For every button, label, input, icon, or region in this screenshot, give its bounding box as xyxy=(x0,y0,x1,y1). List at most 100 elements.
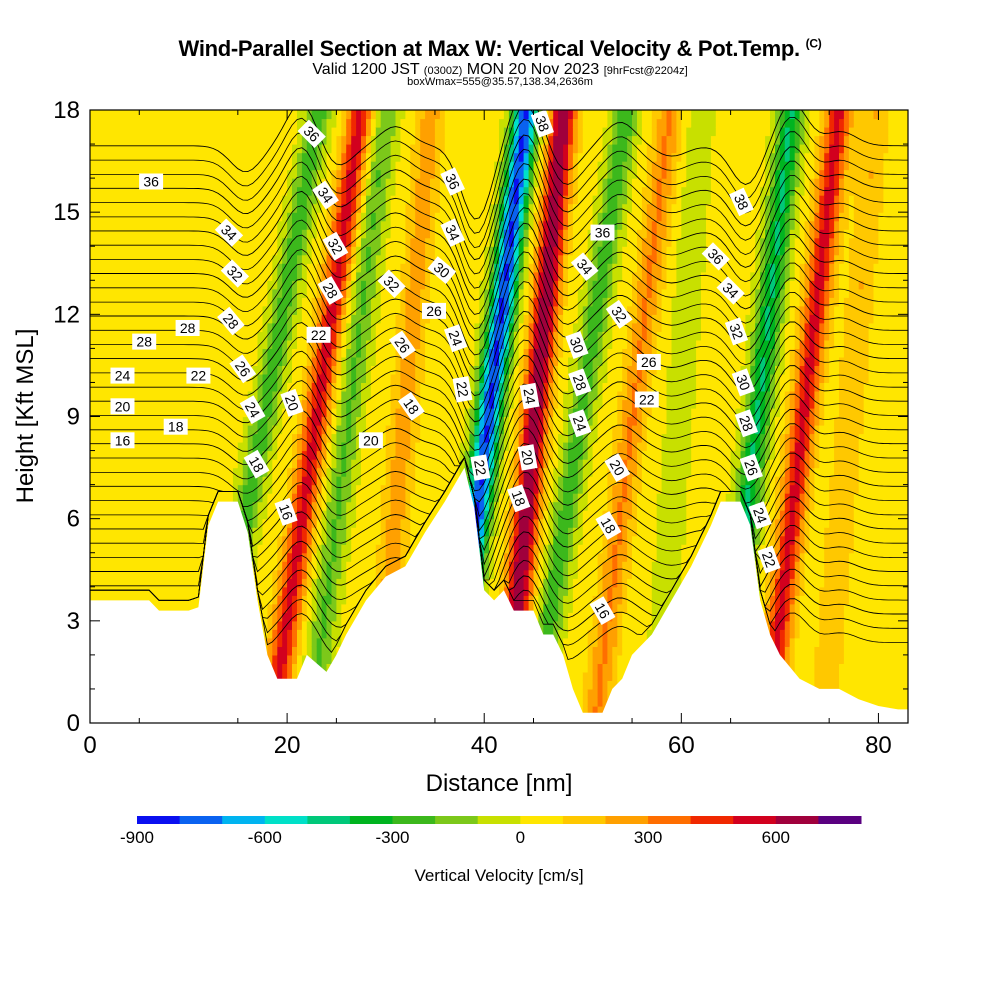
w-cell xyxy=(104,144,111,154)
w-cell xyxy=(173,586,180,596)
w-cell xyxy=(380,476,387,486)
w-cell xyxy=(159,161,165,171)
w-cell xyxy=(306,399,313,409)
w-cell xyxy=(178,518,185,528)
w-cell xyxy=(361,561,367,571)
w-cell xyxy=(168,450,175,460)
w-cell xyxy=(154,280,160,290)
w-cell xyxy=(90,416,96,426)
w-cell xyxy=(287,450,293,460)
w-cell xyxy=(247,493,254,503)
w-cell xyxy=(237,127,244,137)
w-cell xyxy=(326,399,332,409)
w-cell xyxy=(144,595,150,605)
w-cell xyxy=(134,203,140,213)
w-cell xyxy=(316,220,323,230)
w-cell xyxy=(301,229,308,239)
w-cell xyxy=(242,331,249,341)
w-cell xyxy=(420,169,426,179)
w-cell xyxy=(361,246,367,256)
w-cell xyxy=(341,459,347,469)
w-cell xyxy=(124,195,130,205)
w-cell xyxy=(198,425,204,435)
w-cell xyxy=(311,459,318,469)
w-cell xyxy=(301,476,308,486)
w-cell xyxy=(420,178,426,188)
w-cell xyxy=(188,186,195,196)
w-cell xyxy=(173,356,180,366)
w-cell xyxy=(119,280,126,290)
w-cell xyxy=(208,425,214,435)
w-cell xyxy=(119,263,126,273)
w-cell xyxy=(336,186,342,196)
w-cell xyxy=(168,544,175,554)
w-cell xyxy=(341,493,347,503)
w-cell xyxy=(375,314,382,324)
w-cell xyxy=(272,620,278,630)
w-cell xyxy=(341,178,347,188)
w-cell xyxy=(356,561,362,571)
w-cell xyxy=(400,271,406,281)
w-cell xyxy=(425,459,431,469)
w-cell xyxy=(114,195,121,205)
w-cell xyxy=(163,527,170,537)
w-cell xyxy=(208,118,214,128)
w-cell xyxy=(297,186,303,196)
w-cell xyxy=(297,501,303,511)
w-cell xyxy=(109,459,116,469)
w-cell xyxy=(321,118,328,128)
w-cell xyxy=(277,339,283,349)
w-cell xyxy=(277,671,283,681)
w-cell xyxy=(385,501,392,511)
w-cell xyxy=(287,612,293,622)
w-cell xyxy=(282,229,288,239)
w-cell xyxy=(282,110,288,120)
w-cell xyxy=(341,331,347,341)
w-cell xyxy=(341,382,347,392)
w-cell xyxy=(149,152,155,162)
w-cell xyxy=(159,408,165,418)
w-cell xyxy=(316,118,323,128)
w-cell xyxy=(410,297,416,307)
w-cell xyxy=(90,331,96,341)
w-cell xyxy=(119,391,126,401)
w-cell xyxy=(203,110,209,120)
w-cell xyxy=(301,467,308,477)
w-cell xyxy=(311,399,318,409)
w-cell xyxy=(208,169,214,179)
w-cell xyxy=(292,246,298,256)
w-cell xyxy=(129,476,135,486)
w-cell xyxy=(316,408,323,418)
w-cell xyxy=(375,348,382,358)
w-cell xyxy=(272,595,278,605)
w-cell xyxy=(99,263,106,273)
w-cell xyxy=(159,578,165,588)
w-cell xyxy=(341,391,347,401)
w-cell xyxy=(415,373,421,383)
w-cell xyxy=(282,288,288,298)
w-cell xyxy=(366,365,372,375)
w-cell xyxy=(351,382,357,392)
w-cell xyxy=(395,518,401,528)
w-cell xyxy=(346,603,352,613)
w-cell xyxy=(331,467,337,477)
w-cell xyxy=(385,220,392,230)
w-cell xyxy=(316,237,323,247)
w-cell xyxy=(247,348,254,358)
w-cell xyxy=(390,459,397,469)
w-cell xyxy=(247,356,254,366)
w-cell xyxy=(272,373,278,383)
w-cell xyxy=(321,603,328,613)
w-cell xyxy=(326,127,332,137)
w-cell xyxy=(228,493,234,503)
w-cell xyxy=(380,254,387,264)
w-cell xyxy=(99,195,106,205)
w-cell xyxy=(361,595,367,605)
w-cell xyxy=(366,408,372,418)
w-cell xyxy=(208,348,214,358)
w-cell xyxy=(336,382,342,392)
w-cell xyxy=(346,127,352,137)
w-cell xyxy=(198,544,204,554)
w-cell xyxy=(134,493,140,503)
w-cell xyxy=(292,561,298,571)
